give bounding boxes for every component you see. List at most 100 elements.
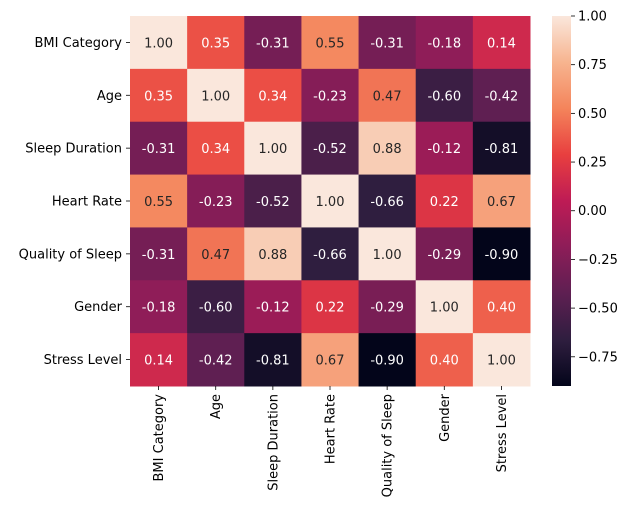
heatmap-cell <box>187 333 245 387</box>
heatmap-cell <box>301 280 360 334</box>
heatmap-cell <box>301 121 360 176</box>
cell-value-label: -0.60 <box>427 89 461 104</box>
x-tick-label: BMI Category <box>152 394 167 482</box>
heatmap-cell <box>130 68 188 123</box>
heatmap-cell <box>130 16 188 70</box>
cell-value-label: -0.31 <box>142 248 176 263</box>
y-axis: BMI Category Age Sleep Duration Heart Rate Q… <box>19 36 130 368</box>
heatmap-cell <box>244 68 302 123</box>
colorbar-tick-label: −0.50 <box>578 302 618 317</box>
cell-value-label: 0.67 <box>316 354 345 369</box>
heatmap-cell <box>415 333 474 387</box>
heatmap-cell <box>472 333 531 387</box>
y-tick-label: Gender <box>74 300 123 315</box>
heatmap-cell <box>358 280 417 334</box>
colorbar-tick-label: 0.25 <box>578 156 607 171</box>
cell-value-label: 0.22 <box>316 301 345 316</box>
cell-value-label: 0.14 <box>487 36 516 51</box>
cell-value-label: -0.42 <box>485 89 519 104</box>
cell-value-label: 0.47 <box>373 89 402 104</box>
colorbar-tick-label: 0.50 <box>578 107 607 122</box>
heatmap-cell <box>358 16 417 70</box>
cell-value-label: 0.34 <box>201 142 230 157</box>
heatmap-cell <box>472 68 531 123</box>
cell-value-label: 0.35 <box>144 89 173 104</box>
colorbar-tick-label: 1.00 <box>578 10 607 25</box>
cell-value-label: 0.22 <box>430 195 459 210</box>
heatmap-cell <box>187 68 245 123</box>
heatmap-cell <box>187 227 245 281</box>
x-axis: BMI Category Age Sleep Duration Heart Rate Q… <box>152 386 510 497</box>
cell-value-label: -0.18 <box>427 36 461 51</box>
heatmap-cell <box>301 174 360 228</box>
heatmap-cell <box>244 333 302 387</box>
colorbar-tick-label: −0.25 <box>578 253 618 268</box>
heatmap-cell <box>187 280 245 334</box>
cell-value-label: -0.90 <box>370 354 404 369</box>
cell-value-label: -0.12 <box>427 142 461 157</box>
heatmap-cell <box>187 16 245 70</box>
x-tick-label: Stress Level <box>495 394 510 472</box>
heatmap-cell <box>358 121 417 176</box>
cell-value-label: -0.12 <box>256 301 290 316</box>
cell-value-label: -0.29 <box>370 301 404 316</box>
cell-value-label: 0.67 <box>487 195 516 210</box>
cell-value-label: -0.29 <box>427 248 461 263</box>
cell-value-label: 0.55 <box>316 36 345 51</box>
heatmap-cell <box>130 227 188 281</box>
heatmap-cell <box>415 16 474 70</box>
heatmap-cell <box>244 227 302 281</box>
heatmap-cell <box>358 227 417 281</box>
cell-value-label: 0.47 <box>201 248 230 263</box>
cell-value-label: -0.18 <box>142 301 176 316</box>
cell-value-label: -0.81 <box>485 142 519 157</box>
cell-value-label: 1.00 <box>373 248 402 263</box>
heatmap-cell <box>472 280 531 334</box>
x-tick-label: Quality of Sleep <box>381 394 396 497</box>
cell-value-label: 1.00 <box>144 36 173 51</box>
heatmap-cell-labels: 1.00 0.35 -0.31 0.55 -0.31 -0.18 0.14 0.35 1.00 0… <box>142 36 518 368</box>
cell-value-label: 1.00 <box>316 195 345 210</box>
cell-value-label: -0.42 <box>199 354 233 369</box>
cell-value-label: -0.23 <box>313 89 347 104</box>
cell-value-label: -0.66 <box>370 195 404 210</box>
colorbar-tick-label: 0.75 <box>578 58 607 73</box>
cell-value-label: -0.31 <box>142 142 176 157</box>
x-tick-label: Gender <box>438 393 453 442</box>
heatmap-cells <box>130 16 531 387</box>
cell-value-label: 0.55 <box>144 195 173 210</box>
heatmap-cell <box>358 68 417 123</box>
y-tick-label: BMI Category <box>35 36 123 51</box>
cell-value-label: -0.52 <box>256 195 290 210</box>
y-tick-label: Quality of Sleep <box>19 247 122 262</box>
y-tick-label: Stress Level <box>44 353 122 368</box>
heatmap-cell <box>130 121 188 176</box>
heatmap-cell <box>415 174 474 228</box>
heatmap-cell <box>415 280 474 334</box>
heatmap-cell <box>130 174 188 228</box>
cell-value-label: 0.14 <box>144 354 173 369</box>
cell-value-label: 0.40 <box>487 301 516 316</box>
colorbar-gradient <box>552 16 571 386</box>
heatmap-cell <box>472 121 531 176</box>
heatmap-cell <box>301 68 360 123</box>
cell-value-label: 0.88 <box>373 142 402 157</box>
x-tick-label: Age <box>209 394 224 419</box>
y-tick-label: Sleep Duration <box>25 142 122 157</box>
heatmap-cell <box>130 280 188 334</box>
heatmap-cell <box>472 174 531 228</box>
cell-value-label: -0.90 <box>485 248 519 263</box>
heatmap-cell <box>472 16 531 70</box>
heatmap-cell <box>244 121 302 176</box>
y-tick-label: Heart Rate <box>52 195 122 210</box>
heatmap-cell <box>187 174 245 228</box>
cell-value-label: 0.34 <box>258 89 287 104</box>
cell-value-label: 1.00 <box>430 301 459 316</box>
heatmap-cell <box>415 68 474 123</box>
cell-value-label: 0.40 <box>430 354 459 369</box>
cell-value-label: 1.00 <box>258 142 287 157</box>
cell-value-label: -0.31 <box>256 36 290 51</box>
heatmap-cell <box>301 227 360 281</box>
